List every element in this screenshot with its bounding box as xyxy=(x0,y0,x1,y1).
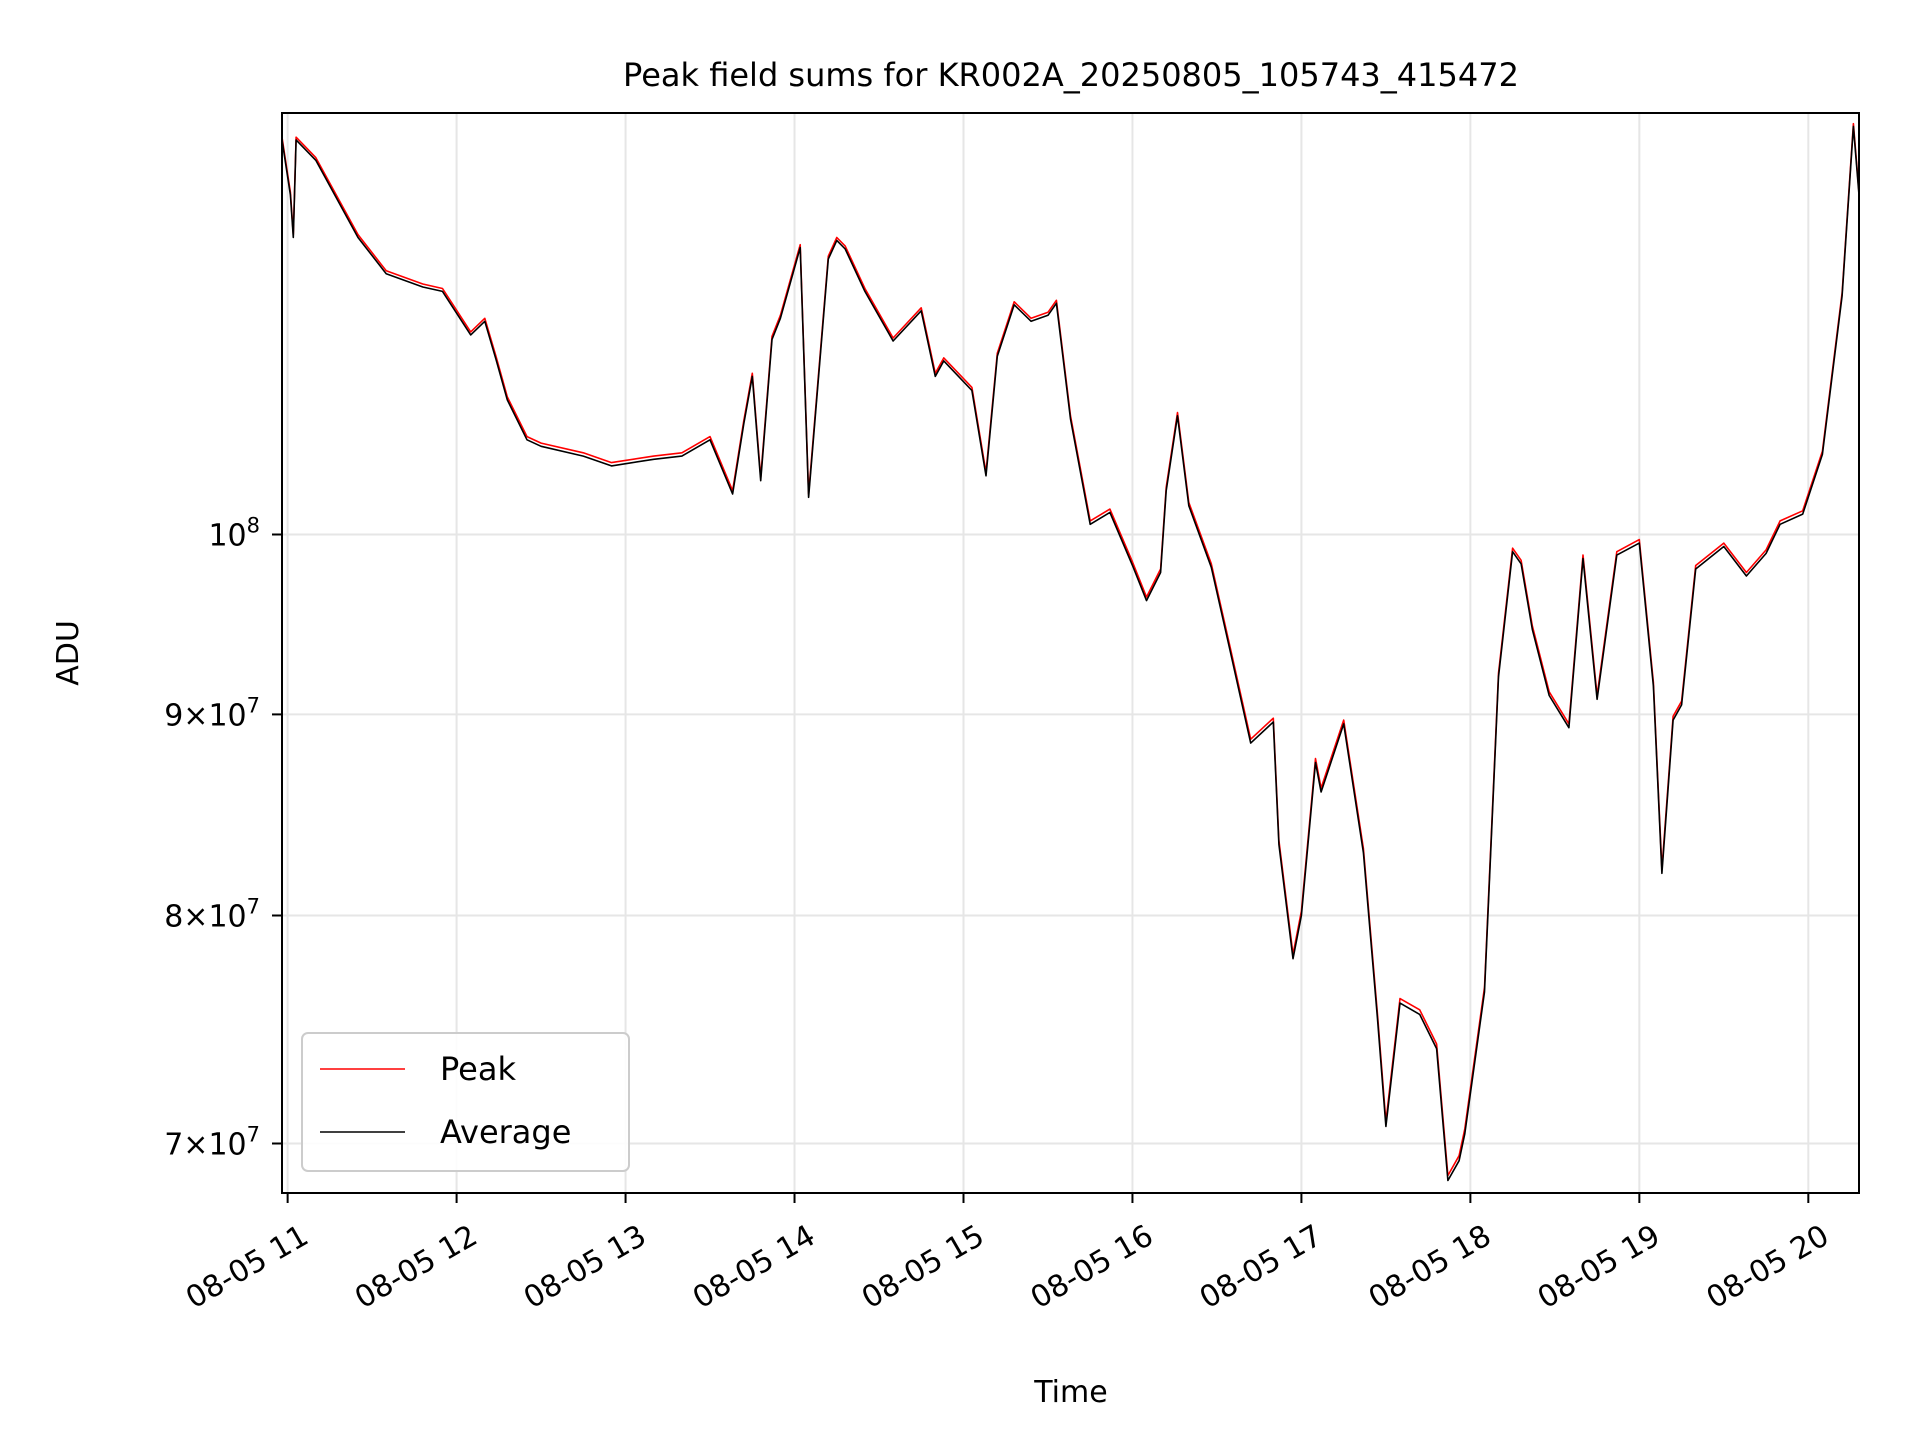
legend: Peak Average xyxy=(301,1032,630,1172)
y-axis-label: ADU xyxy=(51,620,86,686)
series-line-average xyxy=(281,125,1860,1182)
grid-lines xyxy=(282,113,1859,1193)
plot-series xyxy=(281,122,1860,1182)
y-tick-label: 8×107 xyxy=(164,895,260,935)
x-axis-label: Time xyxy=(1033,1375,1107,1410)
legend-box xyxy=(301,1032,630,1172)
legend-label-average: Average xyxy=(440,1113,571,1151)
legend-label-peak: Peak xyxy=(440,1050,516,1088)
plot-frame xyxy=(281,112,1860,1194)
y-axis: 108 9×107 8×107 7×107 xyxy=(164,514,282,1163)
chart-title: Peak field sums for KR002A_20250805_1057… xyxy=(623,56,1519,94)
y-tick-label: 9×107 xyxy=(164,693,260,733)
y-tick-label: 108 xyxy=(208,514,260,554)
y-tick-label: 7×107 xyxy=(164,1123,260,1163)
